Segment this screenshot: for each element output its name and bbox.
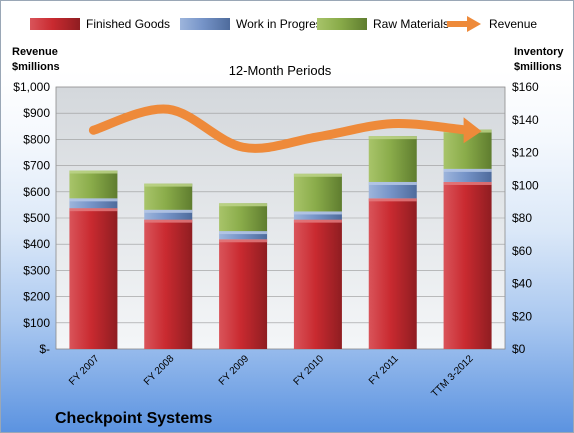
finished-goods-bar: [443, 181, 492, 349]
raw-materials-bar: [69, 170, 118, 199]
left-tick-label: $600: [23, 185, 50, 199]
revenue-line: [88, 104, 482, 153]
right-tick-label: $100: [512, 178, 539, 192]
right-axis-title-line1: Inventory: [514, 46, 564, 58]
raw-materials-bar: [368, 136, 417, 182]
legend-work-in-progress-swatch: [180, 18, 230, 30]
legend: Finished Goods Work in Progress Raw Materi…: [30, 16, 537, 32]
finished-goods-bar-highlight: [443, 181, 492, 185]
finished-goods-bar-highlight: [219, 239, 268, 243]
right-tick-label: $120: [512, 146, 539, 160]
x-tick-label: FY 2008: [142, 353, 177, 388]
right-axis-ticks: $0 $20 $40 $60 $80 $100 $120 $140 $160: [512, 80, 539, 356]
left-tick-label: $700: [23, 159, 50, 173]
work-in-progress-bar-highlight: [293, 211, 342, 215]
left-axis-ticks: $- $100 $200 $300 $400 $500 $600 $700 $800 $900 $1…: [13, 80, 50, 356]
work-in-progress-bar: [443, 168, 492, 182]
finished-goods-bar-highlight: [69, 208, 118, 212]
work-in-progress-bar-highlight: [144, 209, 193, 213]
right-tick-label: $160: [512, 80, 539, 94]
right-axis-title-line2: $millions: [514, 61, 562, 73]
right-tick-label: $140: [512, 113, 539, 127]
right-tick-label: $80: [512, 211, 532, 225]
finished-goods-bar: [368, 198, 417, 349]
work-in-progress-bar: [69, 198, 118, 209]
x-axis-ticks: FY 2007 FY 2008 FY 2009 FY 2010 FY 2011 TTM 3…: [67, 353, 476, 400]
bars: [69, 129, 492, 349]
left-tick-label: $400: [23, 237, 50, 251]
raw-materials-bar-highlight: [69, 170, 118, 174]
finished-goods-bar-highlight: [144, 219, 193, 223]
right-tick-label: $0: [512, 342, 526, 356]
left-tick-label: $800: [23, 132, 50, 146]
raw-materials-bar: [219, 203, 268, 232]
revenue-line-path: [88, 104, 473, 153]
work-in-progress-bar-highlight: [368, 181, 417, 185]
x-tick-label: FY 2010: [292, 353, 327, 388]
left-tick-label: $1,000: [13, 80, 50, 94]
work-in-progress-bar: [219, 231, 268, 240]
legend-raw-materials-swatch: [317, 18, 367, 30]
finished-goods-bar: [219, 239, 268, 349]
finished-goods-bar: [293, 219, 342, 349]
x-tick-label: FY 2009: [217, 353, 252, 388]
work-in-progress-bar: [144, 209, 193, 220]
legend-work-in-progress-label: Work in Progress: [236, 17, 328, 31]
legend-revenue-label: Revenue: [489, 17, 537, 31]
left-tick-label: $900: [23, 106, 50, 120]
raw-materials-bar: [144, 183, 193, 210]
left-axis-title-line2: $millions: [12, 61, 60, 73]
finished-goods-bar: [144, 219, 193, 349]
right-tick-label: $40: [512, 277, 532, 291]
work-in-progress-bar: [368, 181, 417, 199]
finished-goods-bar-highlight: [293, 219, 342, 223]
company-name: Checkpoint Systems: [55, 410, 212, 427]
revenue-arrow-head: [463, 117, 482, 144]
raw-materials-bar-highlight: [144, 183, 193, 187]
left-axis-title-line1: Revenue: [12, 46, 58, 58]
legend-revenue-arrow: [467, 16, 481, 32]
work-in-progress-bar: [293, 211, 342, 220]
x-tick-label: FY 2011: [367, 353, 401, 387]
chart-subtitle: 12-Month Periods: [229, 63, 332, 78]
raw-materials-bar-highlight: [368, 136, 417, 140]
raw-materials-bar: [293, 173, 342, 212]
work-in-progress-bar-highlight: [69, 198, 118, 202]
work-in-progress-bar-highlight: [219, 231, 268, 235]
right-tick-label: $60: [512, 244, 532, 258]
left-tick-label: $200: [23, 290, 50, 304]
finished-goods-bar: [69, 208, 118, 349]
legend-finished-goods-label: Finished Goods: [86, 17, 170, 31]
left-tick-label: $500: [23, 211, 50, 225]
raw-materials-bar-highlight: [219, 203, 268, 207]
legend-raw-materials-label: Raw Materials: [373, 17, 449, 31]
x-tick-label: TTM 3-2012: [429, 353, 476, 400]
left-tick-label: $300: [23, 263, 50, 277]
plot-area: [55, 86, 506, 350]
raw-materials-bar-highlight: [293, 173, 342, 177]
left-tick-label: $100: [23, 316, 50, 330]
right-tick-label: $20: [512, 309, 532, 323]
x-tick-label: FY 2007: [67, 353, 102, 388]
legend-finished-goods-swatch: [30, 18, 80, 30]
left-tick-label: $-: [39, 342, 50, 356]
finished-goods-bar-highlight: [368, 198, 417, 202]
work-in-progress-bar-highlight: [443, 168, 492, 172]
